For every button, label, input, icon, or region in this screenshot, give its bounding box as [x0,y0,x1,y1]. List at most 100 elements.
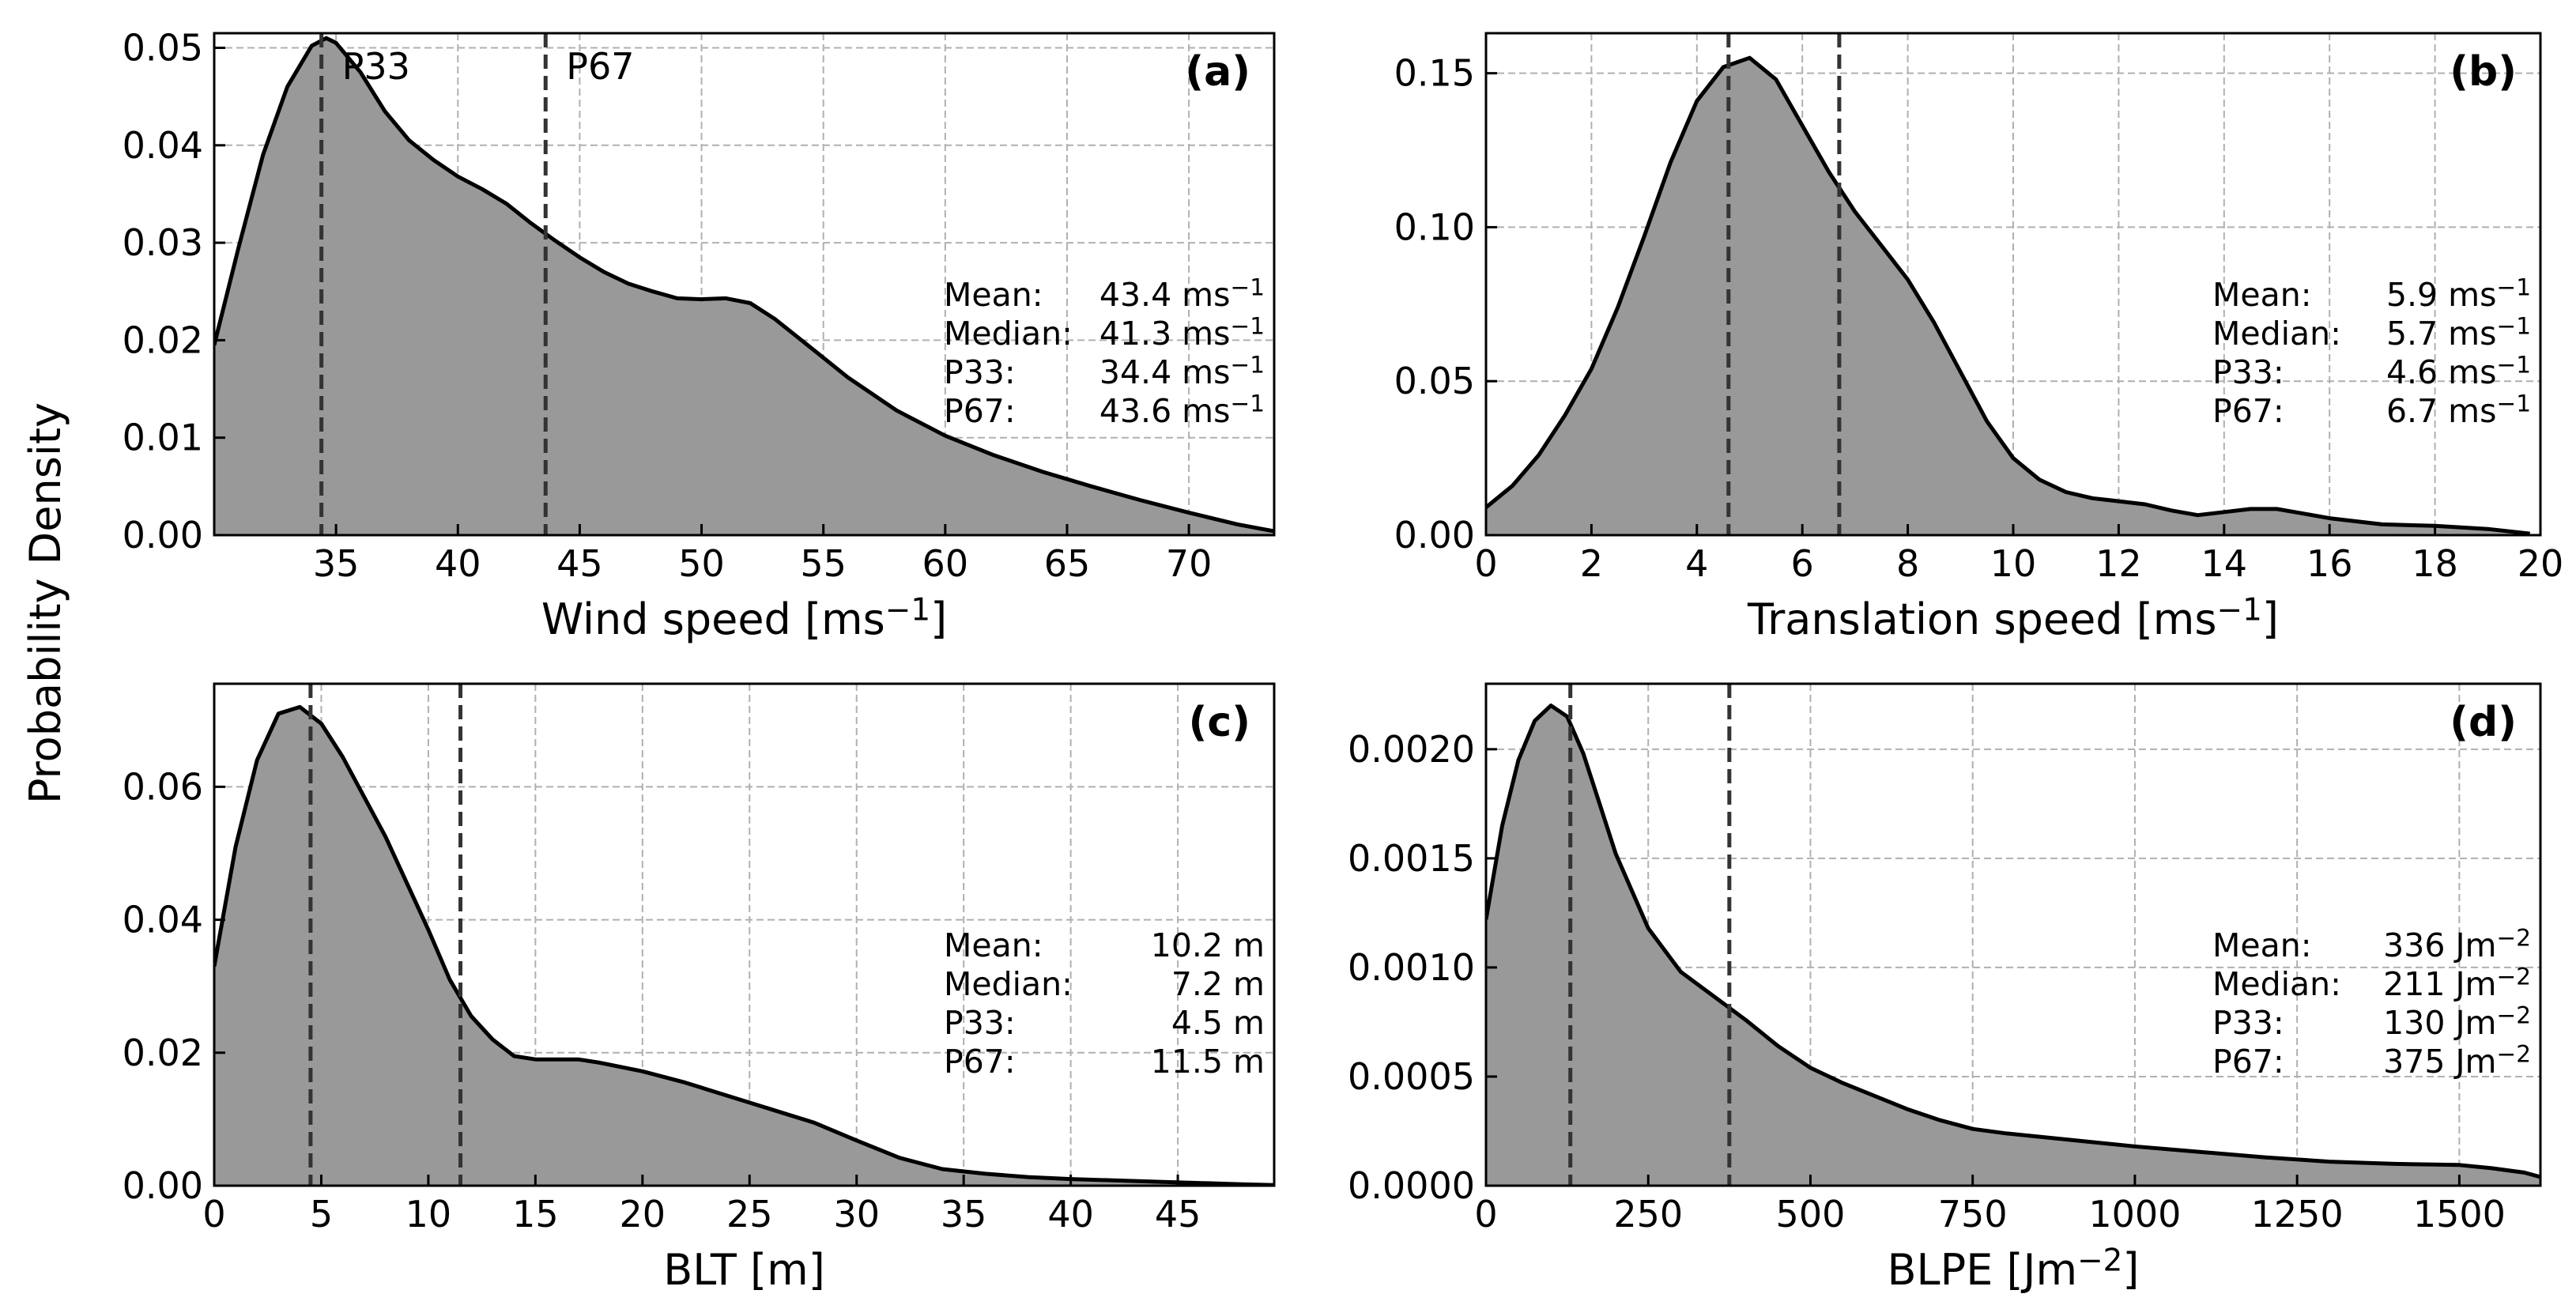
panel-label: (b) [2450,48,2517,96]
stat-value: 34.4 ms−1 [1099,352,1265,391]
y-tick-label: 0.04 [123,899,203,941]
stat-value: 130 Jm−2 [2383,1002,2531,1042]
density-line [1486,704,2540,1179]
panel-b: 0 2 4 6 8 10 12 14 16 18 20 0.00 0.05 0.10 0.15 Transla… [1394,32,2564,644]
stat-value: 7.2 m [1171,965,1265,1003]
stat-label: Mean: [2212,276,2312,314]
x-tick-label: 10 [405,1193,452,1235]
density-area [214,38,1274,535]
x-axis-label: BLPE [Jm−2] [1888,1243,2140,1295]
stat-label: P33: [944,353,1016,391]
stat-value: 5.9 ms−1 [2386,274,2531,314]
panel-a: P33 P67 35 40 45 50 55 60 65 70 0.00 0.01 0.02 0.03 0.… [123,26,1276,644]
x-tick-label: 0 [1474,542,1497,585]
x-tick-label: 65 [1044,542,1091,585]
stat-label: Mean: [2212,926,2312,964]
stat-value: 5.7 ms−1 [2386,313,2531,353]
stat-value: 43.4 ms−1 [1099,274,1265,314]
x-tick-label: 30 [833,1193,880,1235]
y-tick-label: 0.00 [123,1164,203,1207]
density-line [214,36,1274,534]
x-tick-label: 1000 [2088,1193,2181,1235]
stat-value: 6.7 ms−1 [2386,390,2531,430]
stat-value: 4.5 m [1171,1004,1265,1042]
percentile-label: P33 [342,45,410,88]
axes-frame [213,682,1276,1187]
x-tick-label: 4 [1685,542,1708,585]
density-line [1486,55,2530,535]
stat-label: P67: [944,392,1016,430]
x-tick-label: 18 [2412,542,2458,585]
stat-value: 336 Jm−2 [2383,925,2531,964]
panel-d: 0 250 500 750 1000 1250 1500 0.0000 0.0005 0.0010… [1348,682,2542,1295]
axes-frame [1484,682,2542,1187]
y-tick-label: 0.05 [1394,360,1475,402]
panel-label: (d) [2450,699,2517,746]
x-axis-label: Wind speed [ms−1] [541,593,947,644]
stat-value: 41.3 ms−1 [1099,313,1265,353]
y-tick-label: 0.0000 [1348,1164,1475,1207]
y-tick-label: 0.00 [1394,514,1475,556]
x-tick-label: 8 [1896,542,1919,585]
y-tick-label: 0.06 [123,765,203,808]
x-tick-label: 2 [1580,542,1603,585]
stat-label: Median: [2212,315,2341,353]
x-tick-label: 50 [678,542,725,585]
x-tick-label: 1250 [2251,1193,2344,1235]
stat-value: 375 Jm−2 [2383,1041,2531,1081]
x-tick-label: 15 [512,1193,559,1235]
stat-label: P33: [944,1004,1016,1042]
x-tick-label: 12 [2095,542,2142,585]
y-tick-label: 0.0020 [1348,728,1475,771]
x-tick-label: 40 [1047,1193,1094,1235]
y-tick-label: 0.05 [123,26,203,69]
x-tick-label: 250 [1613,1193,1683,1235]
y-tick-label: 0.04 [123,124,203,167]
y-tick-label: 0.02 [123,1032,203,1074]
x-tick-label: 20 [620,1193,666,1235]
x-tick-label: 45 [1155,1193,1201,1235]
x-axis-label: Translation speed [ms−1] [1747,593,2279,644]
stat-label: Median: [944,965,1073,1003]
axes-frame [213,32,1276,537]
y-tick-label: 0.0010 [1348,946,1475,989]
x-tick-label: 0 [202,1193,225,1235]
y-axis-label: Probability Density [21,402,70,804]
stat-label: P67: [944,1043,1016,1081]
y-tick-label: 0.02 [123,319,203,361]
stat-value: 43.6 ms−1 [1099,390,1265,430]
panel-label: (c) [1189,699,1250,746]
x-tick-label: 6 [1791,542,1814,585]
stat-label: P67: [2212,392,2284,430]
x-axis-label: BLT [m] [663,1245,825,1295]
stat-value: 211 Jm−2 [2383,964,2531,1003]
x-tick-label: 55 [800,542,847,585]
density-area [1486,58,2530,535]
x-tick-label: 60 [922,542,969,585]
x-tick-label: 35 [313,542,360,585]
x-tick-label: 750 [1938,1193,2008,1235]
panel-label: (a) [1185,48,1250,96]
stat-label: Median: [944,315,1073,353]
panel-c: 0 5 10 15 20 25 30 35 40 45 0.00 0.02 0.04 0.06 BLT [m… [123,682,1276,1295]
x-tick-label: 14 [2201,542,2248,585]
x-tick-label: 20 [2518,542,2564,585]
y-tick-label: 0.10 [1394,206,1475,248]
x-tick-label: 45 [556,542,603,585]
stat-value: 11.5 m [1151,1043,1265,1081]
y-tick-label: 0.0005 [1348,1055,1475,1098]
x-tick-label: 500 [1776,1193,1846,1235]
stat-label: Median: [2212,965,2341,1003]
density-area [214,707,1274,1186]
x-tick-label: 40 [435,542,481,585]
y-tick-label: 0.03 [123,221,203,264]
y-tick-label: 0.01 [123,417,203,459]
x-tick-label: 0 [1474,1193,1497,1235]
percentile-label: P67 [566,45,634,88]
stat-value: 4.6 ms−1 [2386,352,2531,391]
y-tick-label: 0.0015 [1348,837,1475,880]
x-tick-label: 35 [941,1193,987,1235]
x-tick-label: 25 [726,1193,773,1235]
stat-label: P67: [2212,1043,2284,1081]
